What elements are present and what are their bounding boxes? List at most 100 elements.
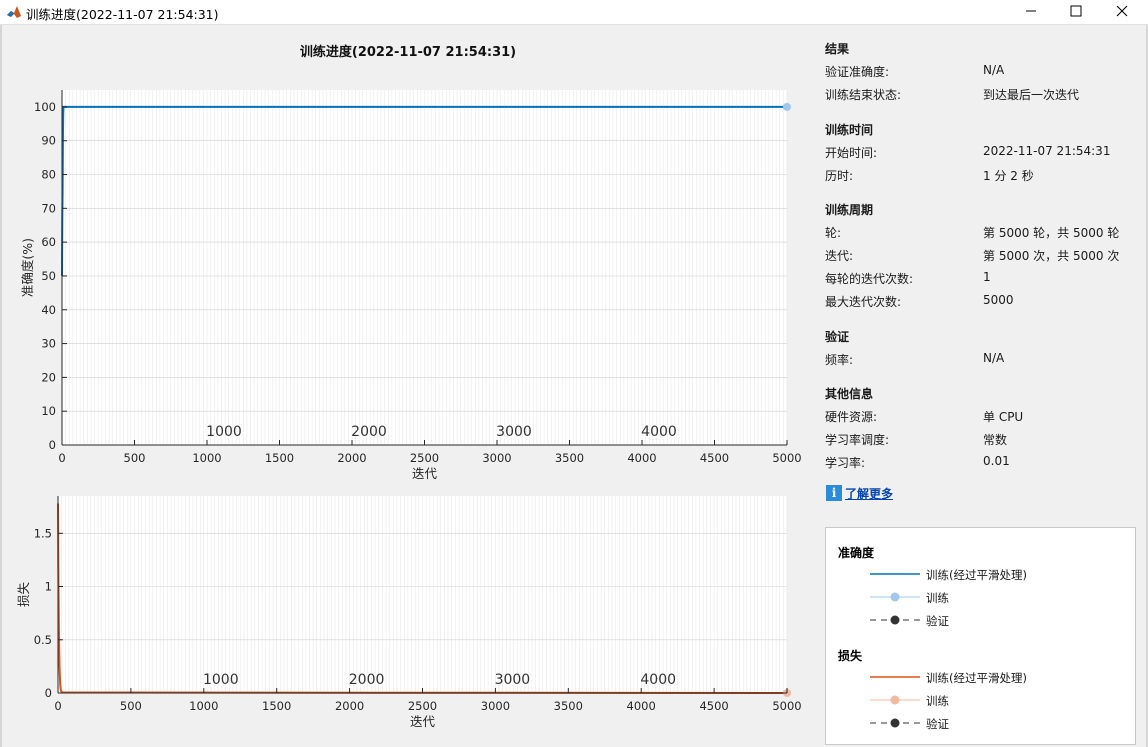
start-time-value: 2022-11-07 21:54:31 [983,144,1111,158]
legend-loss-train: 训练 [926,694,949,708]
window-border-left [0,25,2,747]
accuracy-y-tick-label: 30 [41,337,56,351]
learn-more-text[interactable]: 了解更多 [845,487,894,501]
accuracy-y-tick-label: 100 [34,100,56,114]
window-titlebar: 训练进度(2022-11-07 21:54:31) [0,0,1148,25]
frequency-value: N/A [983,351,1005,365]
iteration-value: 第 5000 次，共 5000 次 [983,249,1120,263]
accuracy-epoch-label: 2000 [351,424,387,440]
max-iterations-label: 最大迭代次数: [825,295,902,309]
accuracy-y-tick-label: 80 [41,168,56,182]
loss-x-tick-label: 500 [120,699,142,713]
maximize-button[interactable] [1053,0,1099,22]
legend-box: 准确度 训练(经过平滑处理) 训练 验证 损失 训练(经过平滑处理) 训练 验证 [825,527,1136,745]
legend-loss-smoothed-line-symbol [870,676,920,678]
loss-epoch-gridlines [57,496,788,693]
accuracy-y-tick-label: 90 [41,134,56,148]
accuracy-y-tick-label: 0 [49,438,56,452]
loss-x-axis-label: 迭代 [410,714,436,729]
max-iterations-value: 5000 [983,293,1014,307]
loss-chart: 1000 2000 3000 4000 0 500 1000 1500 2000 2500 3000… [16,496,802,729]
iterations-per-epoch-label: 每轮的迭代次数: [825,272,914,286]
epoch-value: 第 5000 轮，共 5000 轮 [983,226,1120,240]
accuracy-x-tick-label: 4000 [627,451,656,465]
minimize-icon [1026,10,1036,12]
lr-schedule-label: 学习率调度: [825,433,890,447]
accuracy-epoch-label: 1000 [206,424,242,440]
other-info-heading: 其他信息 [825,387,874,401]
accuracy-epoch-label: 3000 [496,424,532,440]
legend-smoothed-line-symbol [870,573,920,575]
accuracy-x-tick-label: 1500 [265,451,294,465]
elapsed-value: 1 分 2 秒 [983,169,1034,183]
close-icon [1116,5,1128,17]
accuracy-epoch-label: 4000 [641,424,677,440]
accuracy-x-tick-label: 3500 [555,451,584,465]
elapsed-label: 历时: [825,169,854,183]
learning-rate-value: 0.01 [983,454,1010,468]
accuracy-x-tick-label: 2500 [410,451,439,465]
loss-epoch-label: 2000 [349,672,385,688]
loss-x-tick-label: 4500 [699,699,728,713]
iteration-label: 迭代: [825,249,854,263]
accuracy-y-tick-label: 70 [41,201,56,215]
figure-title: 训练进度(2022-11-07 21:54:31) [300,44,516,60]
start-time-label: 开始时间: [825,146,878,160]
loss-x-tick-label: 1500 [262,699,291,713]
loss-y-axis-label: 损失 [16,582,31,608]
legend-validation-symbol [870,615,920,625]
accuracy-x-tick-label: 2000 [337,451,366,465]
accuracy-x-tick-label: 3000 [482,451,511,465]
epoch-label: 轮: [825,226,842,240]
loss-y-tick-label: 1 [45,580,52,594]
training-cycle-heading: 训练周期 [825,203,874,217]
loss-x-tick-label: 5000 [772,699,801,713]
accuracy-y-tick-label: 10 [41,404,56,418]
minimize-button[interactable] [1008,0,1054,22]
loss-epoch-label: 4000 [640,672,676,688]
accuracy-x-tick-label: 0 [58,451,65,465]
accuracy-y-tick-label: 40 [41,303,56,317]
loss-y-tick-label: 0 [45,686,52,700]
accuracy-y-tick-label: 20 [41,370,56,384]
accuracy-y-tick-label: 50 [41,269,56,283]
window-border-right [1146,25,1148,747]
window-title: 训练进度(2022-11-07 21:54:31) [26,7,219,22]
validation-heading: 验证 [825,330,850,344]
close-button[interactable] [1099,0,1145,22]
end-state-label: 训练结束状态: [825,88,902,102]
legend-loss-validation-symbol [870,718,920,728]
accuracy-y-axis-label: 准确度(%) [20,238,35,297]
loss-epoch-label: 3000 [495,672,531,688]
loss-y-tick-label: 1.5 [34,526,52,540]
accuracy-x-tick-label: 500 [124,451,146,465]
loss-x-tick-label: 3000 [481,699,510,713]
results-heading: 结果 [825,42,850,56]
legend-loss-smoothed: 训练(经过平滑处理) [926,671,1027,685]
accuracy-x-axis-label: 迭代 [412,466,438,481]
legend-accuracy-validation: 验证 [926,614,949,628]
learning-rate-label: 学习率: [825,456,866,470]
legend-accuracy-smoothed: 训练(经过平滑处理) [926,568,1027,582]
legend-accuracy-train: 训练 [926,591,949,605]
maximize-icon [1070,5,1082,17]
loss-x-tick-label: 1000 [189,699,218,713]
loss-x-tick-label: 4000 [627,699,656,713]
frequency-label: 频率: [825,353,854,367]
accuracy-y-tick-label: 60 [41,235,56,249]
legend-accuracy-title: 准确度 [838,546,875,560]
accuracy-x-tick-label: 4500 [700,451,729,465]
accuracy-x-tick-label: 5000 [772,451,801,465]
info-icon: i [826,485,842,501]
validation-accuracy-label: 验证准确度: [825,65,890,79]
training-time-heading: 训练时间 [825,123,874,137]
accuracy-x-tick-label: 1000 [192,451,221,465]
legend-loss-validation: 验证 [926,717,949,731]
legend-train-marker-symbol [870,592,920,602]
legend-loss-title: 损失 [838,649,863,663]
end-state-value: 到达最后一次迭代 [983,88,1080,102]
accuracy-series-marker [783,102,791,111]
loss-y-tick-label: 0.5 [34,633,52,647]
legend-loss-train-marker-symbol [870,695,920,705]
